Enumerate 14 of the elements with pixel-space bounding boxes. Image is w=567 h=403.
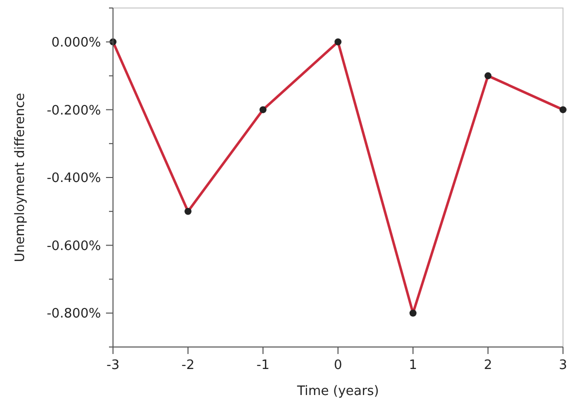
y-tick-label: -0.400%	[46, 171, 101, 186]
y-tick-label: -0.800%	[46, 306, 101, 322]
y-tick-label: -0.200%	[46, 103, 101, 118]
y-tick-label: -0.600%	[46, 238, 101, 254]
y-tick-label: 0.000%	[51, 35, 101, 50]
x-tick-label: -3	[106, 358, 120, 373]
y-axis-title: Unemployment difference	[13, 92, 28, 262]
x-tick-label: 3	[558, 358, 567, 373]
x-tick-label: 1	[408, 358, 418, 373]
x-tick-label: -2	[182, 358, 194, 373]
x-tick-label: 0	[334, 358, 342, 373]
x-tick-label: -1	[256, 358, 270, 373]
x-tick-label: 2	[484, 358, 492, 373]
x-axis-title: Time (years)	[296, 384, 379, 399]
